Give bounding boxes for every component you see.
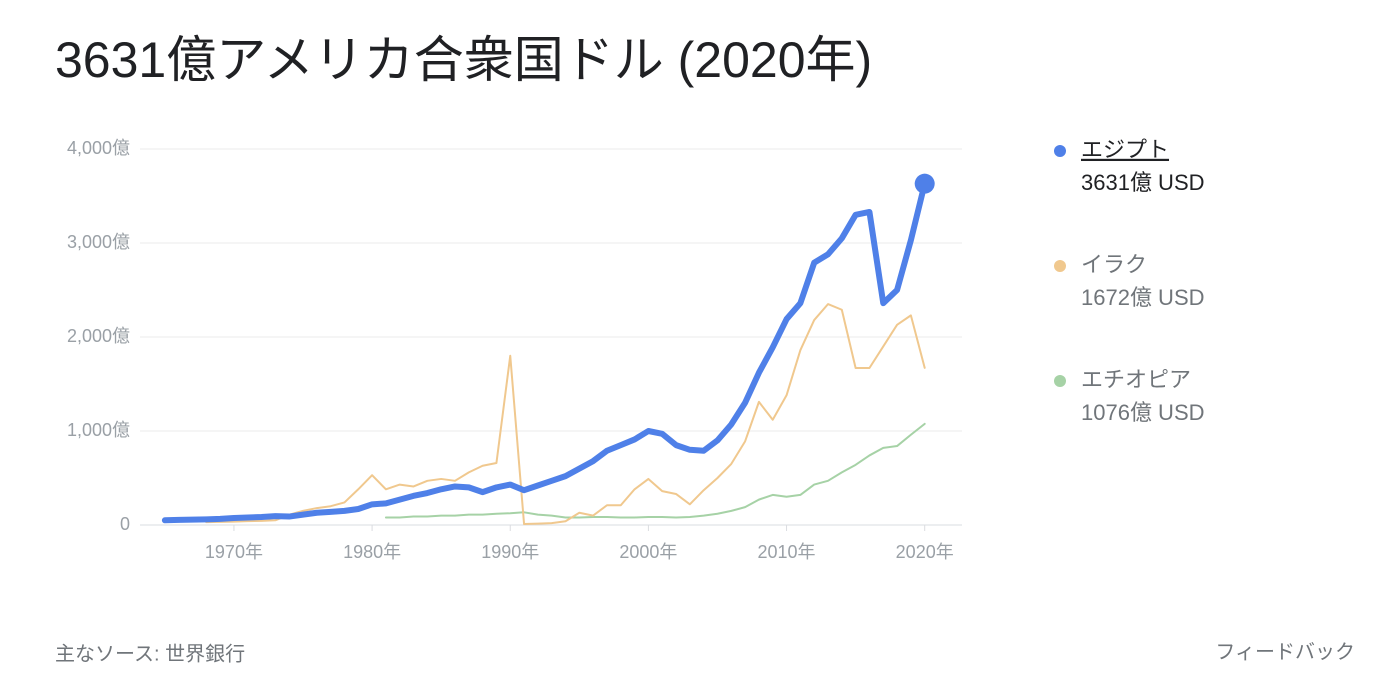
y-tick-label: 4,000億 <box>67 138 130 158</box>
x-tick-label: 2000年 <box>619 542 677 562</box>
series-line <box>205 303 926 526</box>
legend-name[interactable]: エチオピア <box>1081 367 1191 392</box>
y-tick-label: 1,000億 <box>67 420 130 440</box>
x-tick-label: 1980年 <box>343 542 401 562</box>
legend-value: 3631億 USD <box>1081 170 1205 195</box>
source: 主なソース: 世界銀行 <box>55 642 245 665</box>
chart-title: 3631億アメリカ合衆国ドル (2020年) <box>55 32 872 88</box>
y-tick-label: 3,000億 <box>67 232 130 252</box>
legend-marker <box>1054 260 1066 272</box>
feedback[interactable]: フィードバック <box>1215 640 1355 663</box>
legend-marker <box>1054 145 1066 157</box>
x-tick-label: 2020年 <box>896 542 954 562</box>
series-line <box>161 180 928 524</box>
legend-value: 1076億 USD <box>1081 400 1205 425</box>
x-tick-label: 1990年 <box>481 542 539 562</box>
legend-marker <box>1054 375 1066 387</box>
y-tick-label: 2,000億 <box>67 326 130 346</box>
legend-name[interactable]: エジプト <box>1081 137 1169 162</box>
x-tick-label: 1970年 <box>205 542 263 562</box>
legend-value: 1672億 USD <box>1081 285 1205 310</box>
legend-name[interactable]: イラク <box>1081 252 1147 277</box>
end-point <box>914 173 935 194</box>
y-tick-label: 0 <box>120 514 130 534</box>
x-tick-label: 2010年 <box>758 542 816 562</box>
series-line <box>384 422 926 519</box>
